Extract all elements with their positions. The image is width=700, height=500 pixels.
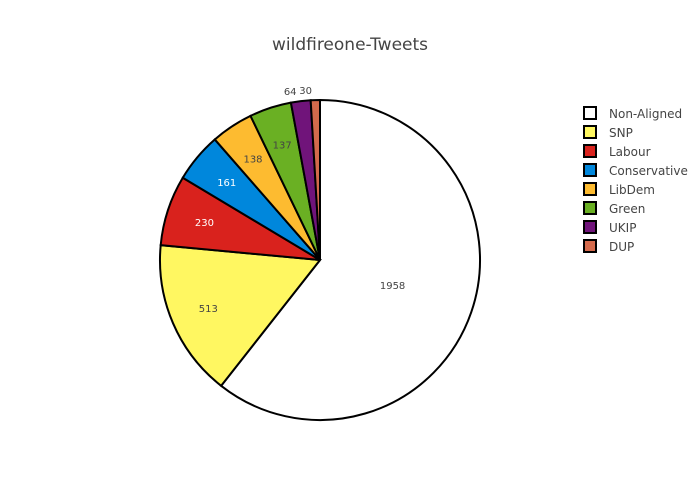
legend-label-snp: SNP [609, 126, 633, 140]
pie-slice-snp[interactable] [159, 244, 322, 388]
legend-swatch-dup [583, 239, 597, 253]
legend: Non-Aligned SNP Labour Conservative LibDem Gr… [583, 106, 688, 254]
slice-labels: 1958 513 230 161 138 137 64 30 [195, 86, 405, 315]
slice-label-dup: 30 [299, 86, 312, 97]
legend-swatch-green [583, 201, 597, 215]
legend-label-green: Green [609, 202, 645, 216]
legend-item-ukip[interactable]: UKIP [583, 220, 636, 235]
pie-slice-non-aligned[interactable] [219, 98, 481, 421]
legend-label-dup: DUP [609, 240, 634, 254]
legend-swatch-snp [583, 125, 597, 139]
legend-label-labour: Labour [609, 145, 651, 159]
slice-label-snp: 513 [199, 304, 218, 315]
legend-swatch-libdem [583, 182, 597, 196]
legend-swatch-non-aligned [583, 106, 597, 120]
legend-label-libdem: LibDem [609, 183, 655, 197]
legend-item-libdem[interactable]: LibDem [583, 182, 655, 197]
chart-title: wildfireone-Tweets [272, 35, 428, 55]
slice-label-ukip: 64 [284, 87, 297, 98]
slice-label-non-aligned: 1958 [380, 281, 405, 292]
legend-item-conservative[interactable]: Conservative [583, 163, 688, 178]
legend-item-dup[interactable]: DUP [583, 239, 634, 254]
legend-item-non-aligned[interactable]: Non-Aligned [583, 106, 682, 121]
slice-label-labour: 230 [195, 218, 214, 229]
legend-label-ukip: UKIP [609, 221, 636, 235]
pie-slices [159, 98, 481, 421]
legend-item-green[interactable]: Green [583, 201, 645, 216]
pie-slice-dup[interactable] [309, 98, 321, 261]
slice-label-conservative: 161 [217, 178, 236, 189]
legend-swatch-labour [583, 144, 597, 158]
legend-item-snp[interactable]: SNP [583, 125, 633, 140]
legend-label-non-aligned: Non-Aligned [609, 107, 682, 121]
legend-label-conservative: Conservative [609, 164, 688, 178]
slice-label-libdem: 138 [243, 155, 262, 166]
legend-swatch-ukip [583, 220, 597, 234]
legend-item-labour[interactable]: Labour [583, 144, 651, 159]
legend-swatch-conservative [583, 163, 597, 177]
slice-label-green: 137 [273, 140, 292, 151]
